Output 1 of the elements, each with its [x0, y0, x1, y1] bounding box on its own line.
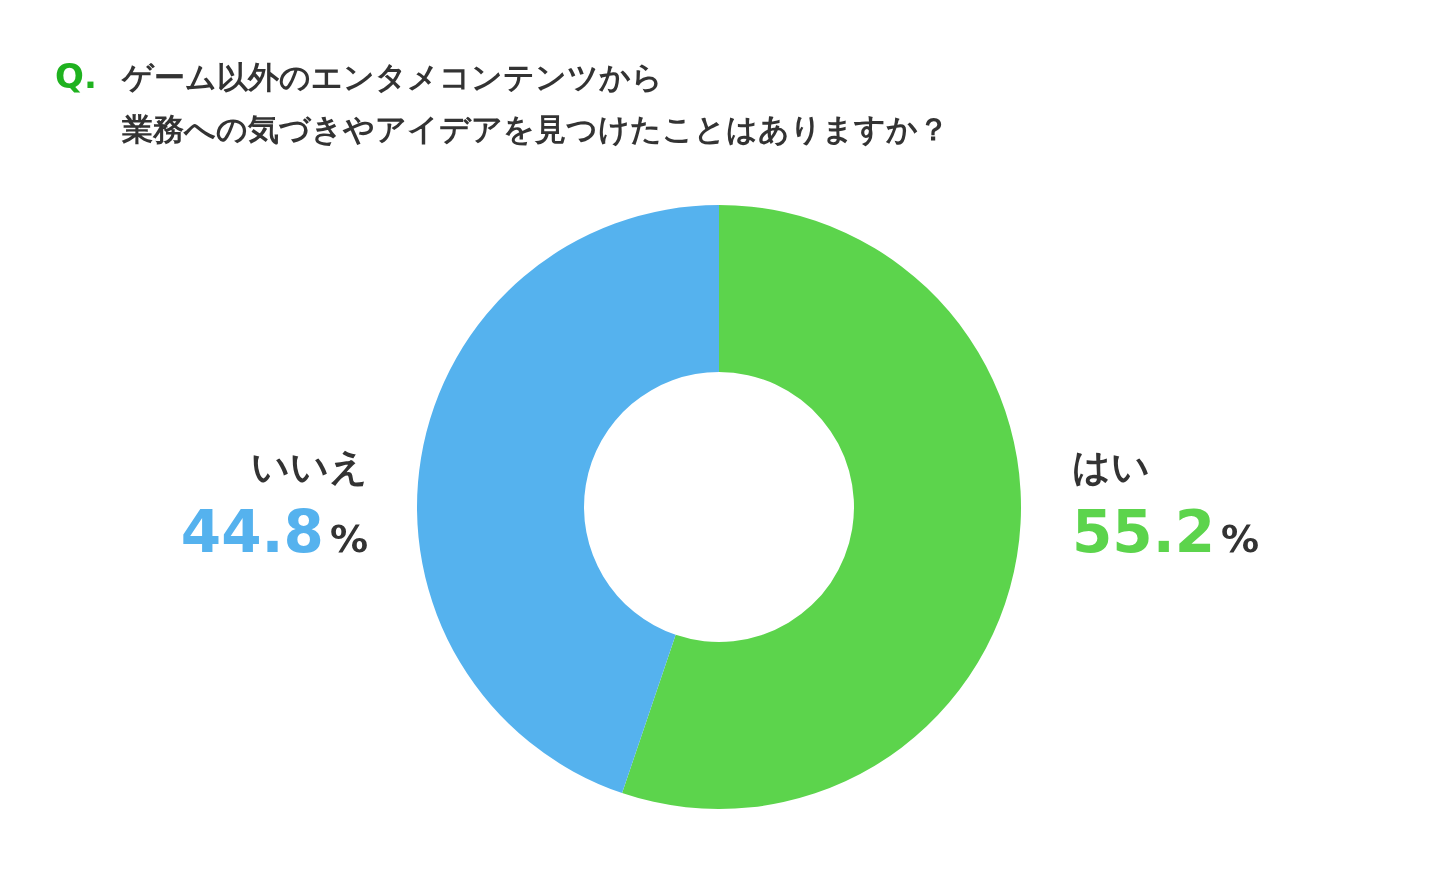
title: Q. ゲーム以外のエンタメコンテンツから 業務への気づきやアイデアを見つけたことはありますか？ [55, 56, 949, 147]
